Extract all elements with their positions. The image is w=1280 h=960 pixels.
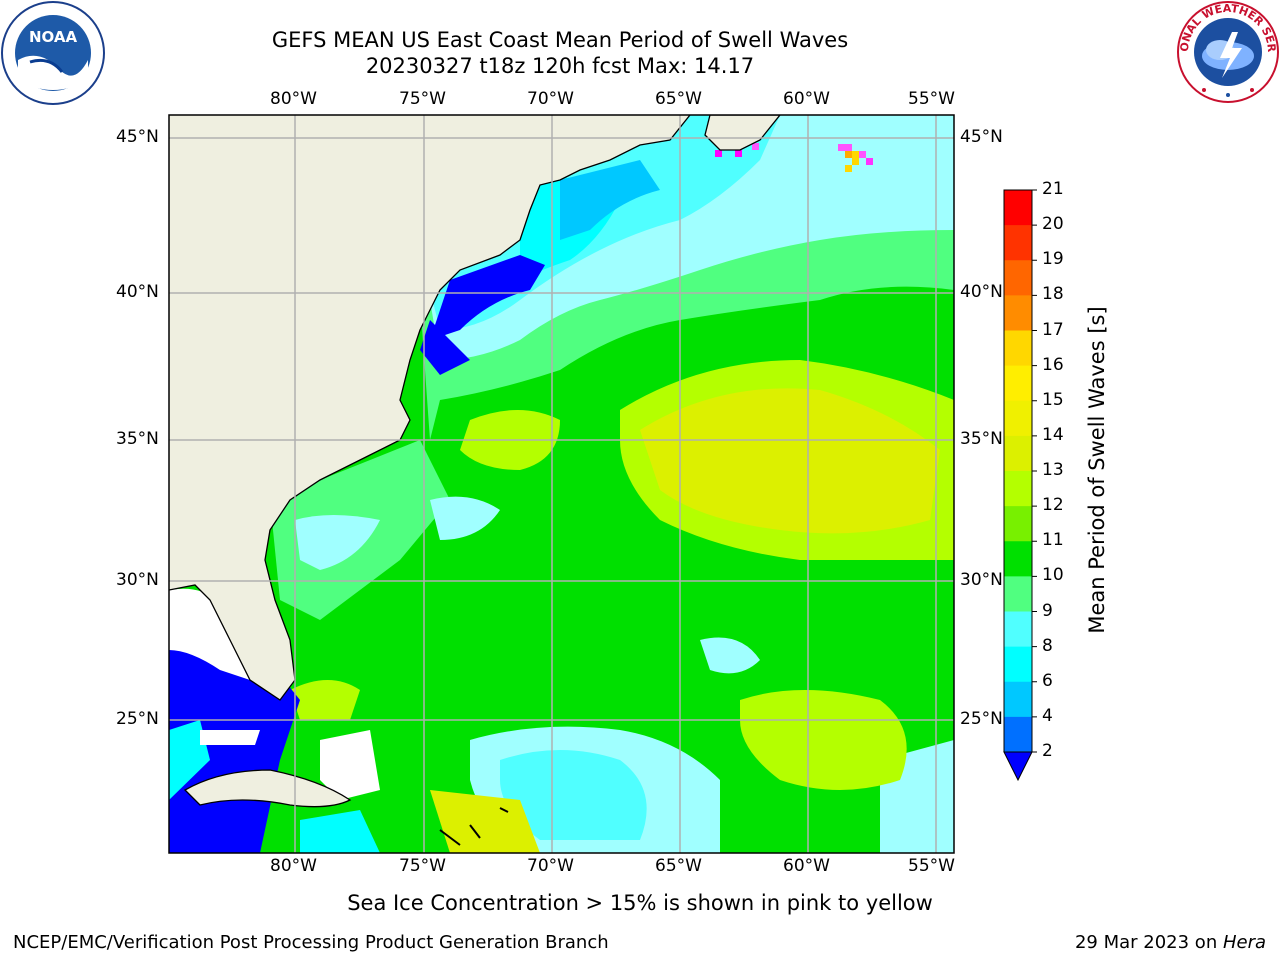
lat-label-left: 30°N	[116, 570, 159, 590]
lat-label-right: 25°N	[960, 709, 1003, 729]
lon-label-bottom: 55°W	[908, 856, 955, 876]
colorbar-tick-label: 2	[1042, 741, 1053, 761]
lat-label-right: 45°N	[960, 127, 1003, 147]
colorbar-extend-arrow	[1003, 751, 1033, 782]
colorbar-tick-label: 4	[1042, 705, 1053, 726]
colorbar-band	[1004, 611, 1032, 648]
colorbar-band	[1004, 400, 1032, 437]
colorbar-band	[1004, 471, 1032, 507]
colorbar-band	[1004, 225, 1032, 261]
chart-subtitle: 20230327 t18z 120h fcst Max: 14.17	[365, 54, 755, 78]
lon-label-top: 80°W	[270, 89, 317, 109]
colorbar-band	[1004, 365, 1032, 402]
colorbar-tick-label: 8	[1042, 635, 1053, 656]
colorbar-band	[1004, 330, 1032, 367]
colorbar-tick-label: 6	[1042, 670, 1053, 691]
colorbar-tick-label: 17	[1042, 319, 1064, 340]
colorbar-band	[1004, 716, 1032, 753]
colorbar-band	[1004, 541, 1032, 577]
lon-label-top: 60°W	[783, 89, 830, 109]
colorbar-tick-label: 20	[1042, 214, 1064, 235]
lat-label-right: 40°N	[960, 282, 1003, 302]
sea-ice-note: Sea Ice Concentration > 15% is shown in …	[347, 891, 933, 915]
colorbar-title: Mean Period of Swell Waves [s]	[1085, 306, 1109, 634]
lon-label-top: 55°W	[908, 89, 955, 109]
lat-label-left: 25°N	[116, 709, 159, 729]
colorbar-band	[1004, 260, 1032, 296]
lat-label-right: 35°N	[960, 429, 1003, 449]
nws-logo: NATIONAL WEATHER SERVICE	[1176, 0, 1279, 103]
colorbar-band	[1004, 506, 1032, 542]
colorbar-tick-label: 9	[1042, 600, 1053, 621]
colorbar-band	[1004, 435, 1032, 472]
lat-label-left: 45°N	[116, 127, 159, 147]
lon-label-bottom: 60°W	[783, 856, 830, 876]
lon-label-bottom: 70°W	[527, 856, 574, 876]
lon-label-top: 70°W	[527, 89, 574, 109]
colorbar	[1003, 189, 1037, 782]
colorbar-tick-label: 14	[1042, 424, 1064, 445]
map-frame	[168, 114, 955, 854]
lon-label-top: 75°W	[399, 89, 446, 109]
colorbar-band	[1004, 190, 1032, 226]
map-field	[169, 115, 954, 853]
colorbar-band	[1004, 295, 1032, 331]
lon-label-bottom: 80°W	[270, 856, 317, 876]
lat-label-left: 40°N	[116, 282, 159, 302]
footer-date: 29 Mar 2023 on	[1074, 932, 1223, 953]
footer-host: Hera	[1222, 932, 1266, 953]
lon-label-top: 65°W	[655, 89, 702, 109]
colorbar-band	[1004, 576, 1032, 612]
colorbar-band	[1004, 646, 1032, 683]
colorbar-tick-label: 15	[1042, 389, 1064, 410]
lat-label-left: 35°N	[116, 429, 159, 449]
footer-right: 29 Mar 2023 on Hera	[1075, 932, 1266, 953]
colorbar-tick-label: 18	[1042, 284, 1064, 305]
colorbar-tick-label: 12	[1042, 495, 1064, 516]
chart-title: GEFS MEAN US East Coast Mean Period of S…	[271, 28, 849, 52]
lon-label-bottom: 65°W	[655, 856, 702, 876]
noaa-logo: NOAA	[1, 1, 105, 105]
colorbar-tick-label: 19	[1042, 249, 1064, 270]
footer-left: NCEP/EMC/Verification Post Processing Pr…	[13, 932, 609, 953]
lon-label-bottom: 75°W	[399, 856, 446, 876]
noaa-logo-text: NOAA	[29, 28, 78, 46]
colorbar-tick-label: 21	[1042, 179, 1064, 199]
lat-label-right: 30°N	[960, 570, 1003, 590]
colorbar-tick-label: 16	[1042, 354, 1064, 375]
colorbar-tick-label: 10	[1042, 565, 1064, 586]
colorbar-tick-label: 11	[1042, 530, 1064, 551]
colorbar-band	[1004, 681, 1032, 718]
colorbar-tick-label: 13	[1042, 460, 1064, 480]
